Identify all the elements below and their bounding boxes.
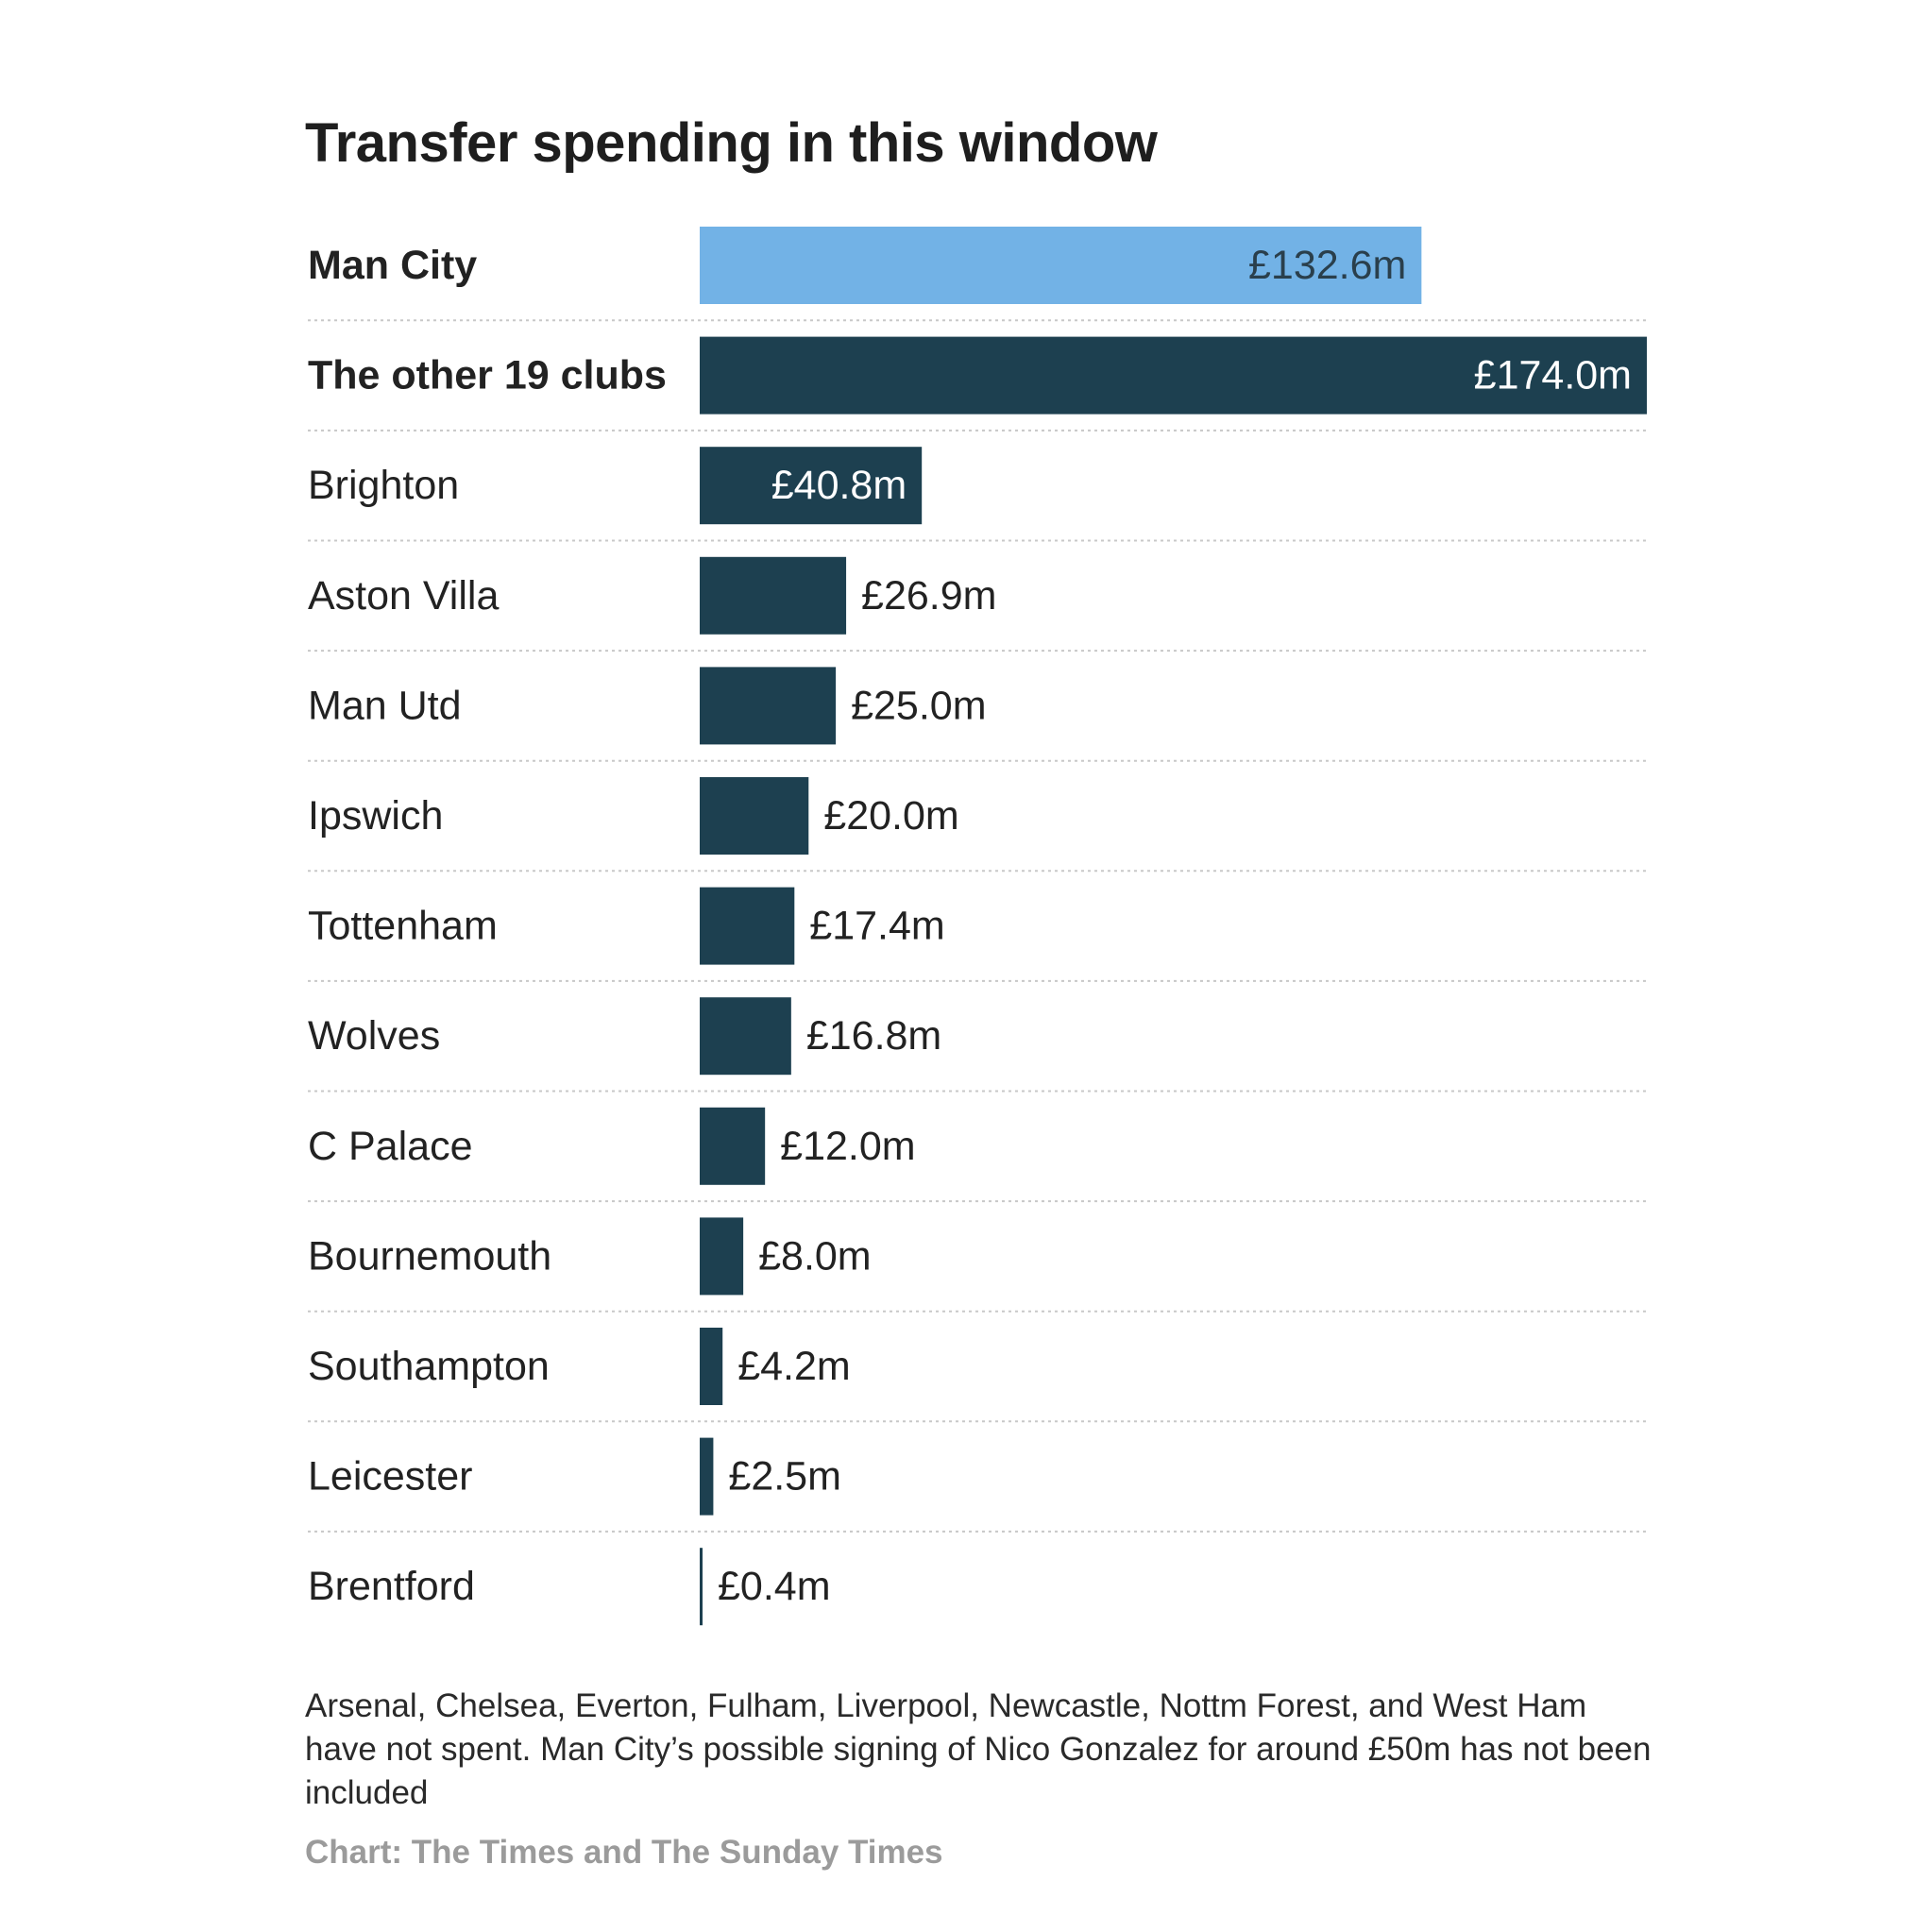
category-label-ipswich: Ipswich xyxy=(308,793,443,839)
chart-title: Transfer spending in this window xyxy=(305,112,1158,174)
category-label-leicester: Leicester xyxy=(308,1454,472,1500)
bar-ipswich xyxy=(700,777,809,855)
bar-man-utd xyxy=(700,667,837,745)
bar-the-other-19-clubs xyxy=(700,336,1647,415)
bar-aston-villa xyxy=(700,556,847,635)
category-label-bournemouth: Bournemouth xyxy=(308,1233,551,1279)
footnote: Arsenal, Chelsea, Everton, Fulham, Liver… xyxy=(305,1687,1652,1811)
value-label-bournemouth: £8.0m xyxy=(758,1233,872,1279)
category-label-c-palace: C Palace xyxy=(308,1124,472,1169)
category-label-brighton: Brighton xyxy=(308,463,459,508)
bar-tottenham xyxy=(700,887,795,965)
category-label-man-city: Man City xyxy=(308,243,477,288)
value-label-ipswich: £20.0m xyxy=(823,793,958,839)
category-label-man-utd: Man Utd xyxy=(308,683,462,728)
value-label-brighton: £40.8m xyxy=(771,463,907,508)
bar-brighton xyxy=(700,447,923,525)
value-label-leicester: £2.5m xyxy=(728,1454,841,1500)
value-label-man-utd: £25.0m xyxy=(851,683,986,728)
bar-wolves xyxy=(700,997,791,1076)
category-label-the-other-19-clubs: The other 19 clubs xyxy=(308,353,667,398)
bar-southampton xyxy=(700,1328,723,1405)
value-label-the-other-19-clubs: £174.0m xyxy=(1474,353,1632,398)
source-credit: Chart: The Times and The Sunday Times xyxy=(305,1834,943,1871)
value-label-brentford: £0.4m xyxy=(718,1564,831,1609)
category-label-southampton: Southampton xyxy=(308,1344,550,1389)
category-label-tottenham: Tottenham xyxy=(308,904,498,949)
bar-brentford xyxy=(700,1548,703,1626)
category-label-wolves: Wolves xyxy=(308,1013,440,1059)
value-label-tottenham: £17.4m xyxy=(809,904,944,949)
bar-c-palace xyxy=(700,1107,766,1185)
bar-leicester xyxy=(700,1437,714,1516)
value-label-man-city: £132.6m xyxy=(1248,243,1406,288)
category-label-aston-villa: Aston Villa xyxy=(308,573,499,619)
bar-man-city xyxy=(700,227,1422,304)
bar-bournemouth xyxy=(700,1217,744,1296)
value-label-c-palace: £12.0m xyxy=(780,1124,915,1169)
value-label-southampton: £4.2m xyxy=(737,1344,851,1389)
category-label-brentford: Brentford xyxy=(308,1564,475,1609)
bar-chart: Man City £132.6m The other 19 clubs £174.0m… xyxy=(308,227,1647,1626)
value-label-wolves: £16.8m xyxy=(806,1013,941,1059)
value-label-aston-villa: £26.9m xyxy=(861,573,996,619)
